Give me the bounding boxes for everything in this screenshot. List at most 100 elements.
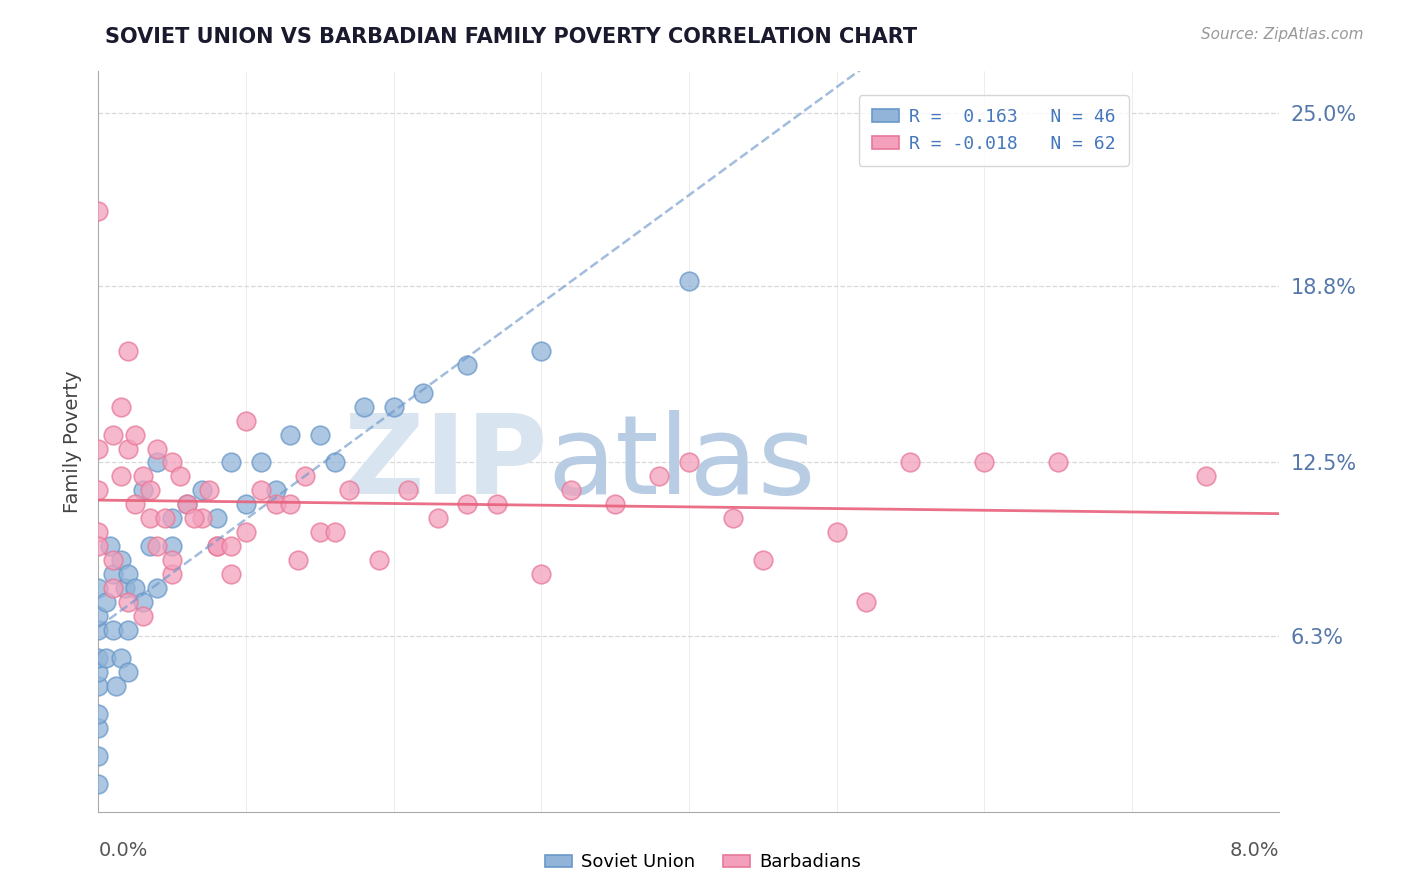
Point — [132, 483, 155, 498]
Point — [110, 651, 132, 665]
Point — [87, 748, 110, 763]
Point — [114, 581, 136, 595]
Point — [176, 497, 198, 511]
Point — [678, 455, 700, 469]
Y-axis label: Family Poverty: Family Poverty — [63, 370, 82, 513]
Point — [94, 651, 117, 665]
Point — [530, 567, 553, 582]
Point — [1195, 469, 1218, 483]
Text: Source: ZipAtlas.com: Source: ZipAtlas.com — [1201, 27, 1364, 42]
Point — [132, 595, 155, 609]
Text: 8.0%: 8.0% — [1230, 841, 1279, 861]
Point — [87, 679, 110, 693]
Point — [221, 539, 243, 553]
Point — [117, 623, 139, 637]
Point — [287, 553, 309, 567]
Point — [162, 567, 183, 582]
Point — [530, 343, 553, 358]
Point — [723, 511, 745, 525]
Point — [87, 665, 110, 679]
Point — [280, 497, 302, 511]
Point — [250, 483, 273, 498]
Point — [117, 343, 139, 358]
Point — [110, 553, 132, 567]
Point — [191, 511, 214, 525]
Point — [139, 483, 162, 498]
Point — [103, 567, 125, 582]
Point — [103, 581, 125, 595]
Point — [132, 609, 155, 624]
Point — [146, 539, 169, 553]
Point — [205, 539, 228, 553]
Legend: Soviet Union, Barbadians: Soviet Union, Barbadians — [538, 847, 868, 879]
Point — [98, 539, 121, 553]
Point — [221, 455, 243, 469]
Point — [110, 400, 132, 414]
Point — [309, 525, 332, 540]
Point — [94, 595, 117, 609]
Point — [309, 427, 332, 442]
Point — [103, 427, 125, 442]
Point — [280, 427, 302, 442]
Point — [183, 511, 205, 525]
Point — [605, 497, 627, 511]
Point — [382, 400, 405, 414]
Point — [146, 581, 169, 595]
Point — [973, 455, 995, 469]
Point — [323, 455, 346, 469]
Point — [110, 469, 132, 483]
Point — [900, 455, 922, 469]
Point — [146, 442, 169, 456]
Point — [235, 497, 257, 511]
Point — [103, 623, 125, 637]
Point — [560, 483, 582, 498]
Point — [117, 567, 139, 582]
Point — [368, 553, 391, 567]
Legend: R =  0.163   N = 46, R = -0.018   N = 62: R = 0.163 N = 46, R = -0.018 N = 62 — [859, 95, 1129, 166]
Point — [457, 497, 479, 511]
Point — [1046, 455, 1070, 469]
Text: atlas: atlas — [547, 410, 815, 517]
Point — [146, 455, 169, 469]
Point — [117, 595, 139, 609]
Point — [169, 469, 191, 483]
Point — [427, 511, 450, 525]
Point — [87, 623, 110, 637]
Point — [117, 665, 139, 679]
Point — [205, 539, 228, 553]
Point — [221, 567, 243, 582]
Point — [678, 274, 700, 288]
Point — [162, 539, 183, 553]
Point — [235, 414, 257, 428]
Point — [353, 400, 375, 414]
Point — [162, 511, 183, 525]
Point — [87, 706, 110, 721]
Point — [87, 721, 110, 735]
Point — [205, 511, 228, 525]
Point — [105, 679, 128, 693]
Point — [825, 525, 848, 540]
Point — [124, 497, 146, 511]
Point — [264, 483, 287, 498]
Point — [855, 595, 877, 609]
Point — [162, 455, 183, 469]
Text: 0.0%: 0.0% — [98, 841, 148, 861]
Point — [153, 511, 176, 525]
Point — [87, 539, 110, 553]
Point — [235, 525, 257, 540]
Point — [87, 483, 110, 498]
Point — [124, 581, 146, 595]
Point — [323, 525, 346, 540]
Point — [87, 442, 110, 456]
Point — [162, 553, 183, 567]
Point — [87, 525, 110, 540]
Point — [87, 777, 110, 791]
Point — [132, 469, 155, 483]
Text: ZIP: ZIP — [344, 410, 547, 517]
Point — [103, 553, 125, 567]
Point — [87, 609, 110, 624]
Point — [87, 204, 110, 219]
Point — [198, 483, 221, 498]
Point — [457, 358, 479, 372]
Point — [139, 511, 162, 525]
